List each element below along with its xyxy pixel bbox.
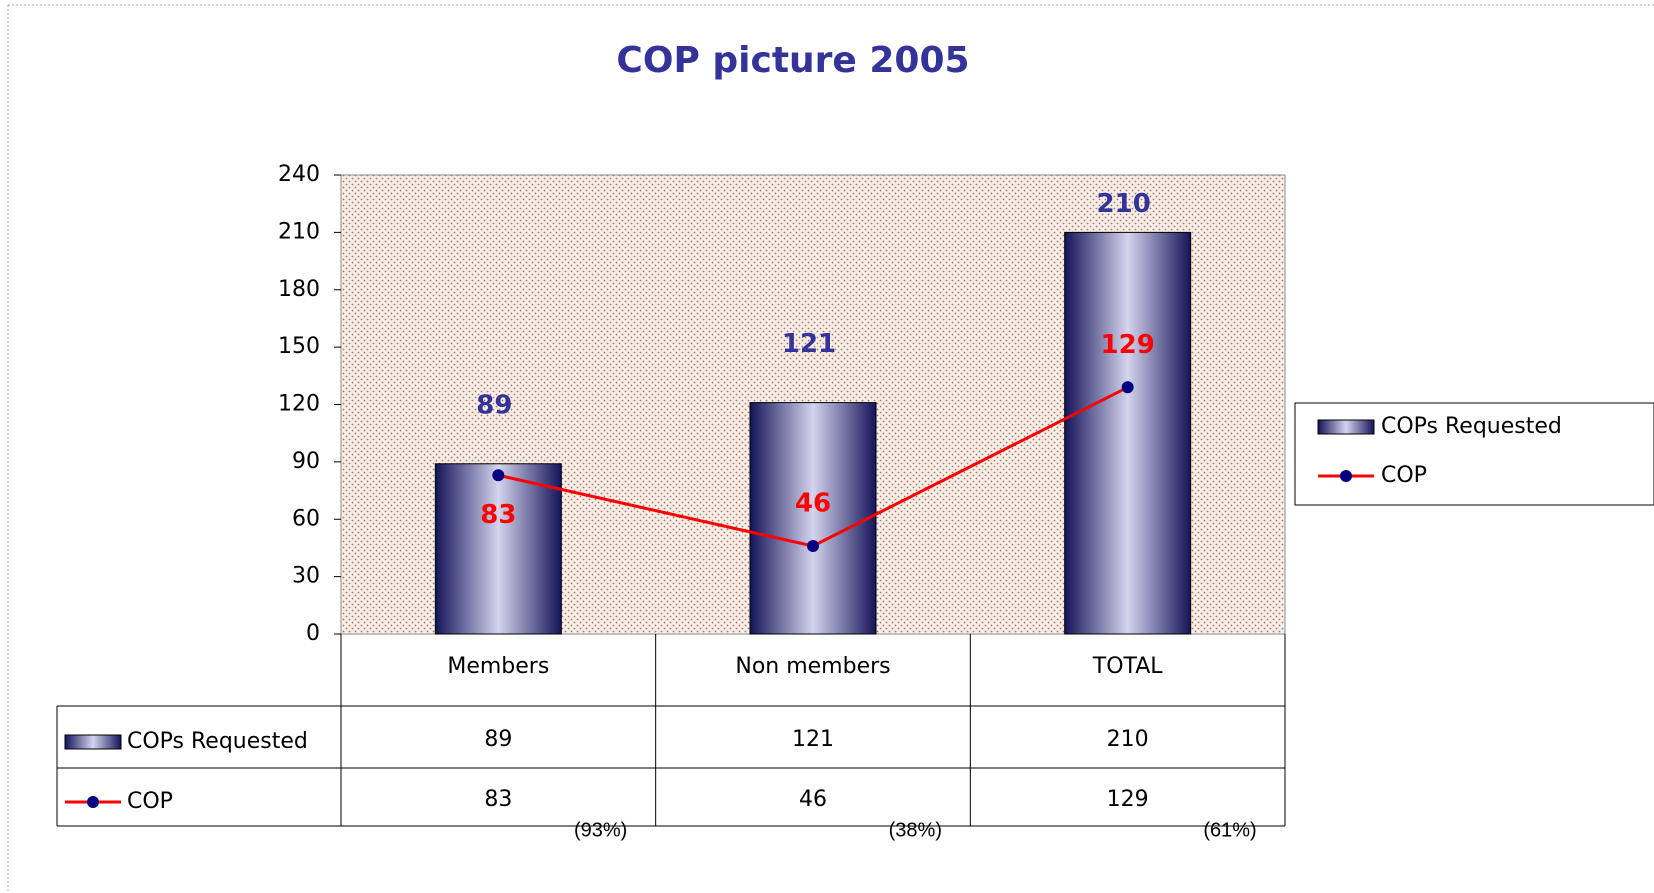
chart-title: COP picture 2005 — [616, 40, 969, 81]
line-marker — [807, 540, 819, 553]
legend-swatch — [1317, 419, 1375, 435]
table-row-label: COP — [127, 789, 173, 814]
table-cell: 89 — [484, 727, 512, 752]
annotation: (93%) — [574, 819, 627, 841]
data-label: 83 — [480, 500, 516, 530]
table-cell: 83 — [484, 787, 512, 812]
bar — [1064, 231, 1192, 635]
table-cell: 46 — [799, 787, 827, 812]
data-label: 121 — [782, 329, 836, 359]
annotation: (61%) — [1203, 819, 1256, 841]
line-marker — [1121, 381, 1134, 394]
table-cell: 121 — [792, 727, 834, 752]
data-label: 89 — [476, 390, 512, 420]
y-tick-label: 240 — [278, 162, 320, 187]
y-tick-label: 60 — [292, 506, 320, 531]
table-cell: 210 — [1107, 727, 1149, 752]
legend-label: COPs Requested — [1381, 414, 1562, 439]
line-marker — [492, 469, 505, 482]
bar — [749, 402, 877, 635]
data-label: 46 — [795, 489, 831, 519]
legend-box — [1294, 402, 1654, 506]
data-label: 210 — [1097, 189, 1151, 219]
data-label: 129 — [1101, 330, 1155, 360]
legend-swatch — [64, 734, 122, 750]
legend-swatch — [87, 796, 99, 808]
x-tick-label: Non members — [735, 654, 890, 679]
y-tick-label: 210 — [278, 219, 320, 244]
table-row-label: COPs Requested — [127, 729, 308, 754]
table-cell: 129 — [1107, 787, 1149, 812]
y-tick-label: 180 — [278, 277, 320, 302]
legend-swatch — [1340, 470, 1352, 482]
y-tick-label: 0 — [306, 621, 320, 646]
x-tick-label: TOTAL — [1092, 654, 1164, 679]
y-tick-label: 30 — [292, 564, 320, 589]
annotation: (38%) — [889, 819, 942, 841]
y-tick-label: 120 — [278, 392, 320, 417]
bar — [434, 463, 562, 635]
legend-label: COP — [1381, 463, 1427, 488]
y-tick-label: 90 — [292, 449, 320, 474]
y-tick-label: 150 — [278, 334, 320, 359]
x-tick-label: Members — [447, 654, 549, 679]
